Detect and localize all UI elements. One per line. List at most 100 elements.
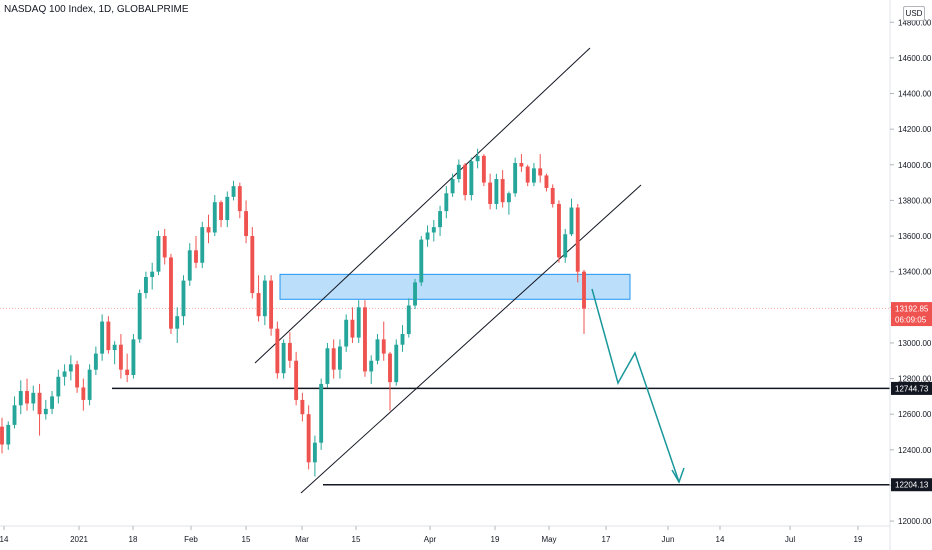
candle-body [294,360,299,400]
candle-layer [0,148,586,477]
candle-body [100,321,105,354]
candle-body [456,164,461,180]
x-tick-label: Apr [424,535,437,544]
candle-body [75,364,80,388]
y-tick-label: 14200.00 [898,125,932,134]
candle-body [469,161,474,196]
candle-body [444,193,449,212]
y-tick-label: 13600.00 [898,232,932,241]
candle-body [225,196,230,221]
candle-body [388,353,392,383]
candle-body [181,280,186,317]
y-tick-label: 14600.00 [898,54,932,63]
candle-body [463,164,468,196]
candle-body [438,211,443,228]
x-tick-label: 17 [602,535,611,544]
candle-body [488,182,493,204]
x-tick-label: 2021 [70,535,88,544]
candle-body [131,339,136,376]
candle-body [206,227,211,233]
candle-body [413,282,417,306]
candle-body [337,346,342,370]
candle-body [18,391,23,406]
candle-body [375,339,380,361]
y-tick-label: 12800.00 [898,375,932,384]
candle-body [312,442,317,463]
candle-body [87,369,92,400]
x-tick-label: 14 [716,535,725,544]
level-tag: 12204.13 [895,481,929,490]
x-tick-label: 14 [0,535,9,544]
candle-body [394,344,399,383]
y-tick-label: 12600.00 [898,410,932,419]
x-tick-label: Feb [184,535,198,544]
candle-body [506,193,511,203]
projection-path [591,288,680,483]
candle-body [550,187,555,204]
candle-body [25,391,29,404]
candle-body [237,186,242,212]
candle-body [156,236,161,272]
candle-body [0,426,4,445]
currency-button[interactable]: USD [903,6,925,21]
candle-body [118,344,123,370]
candle-body [519,162,524,167]
candle-body [256,293,261,317]
y-tick-label: 12400.00 [898,446,932,455]
candle-body [369,360,374,372]
candle-body [569,207,574,235]
candle-body [125,369,130,376]
x-tick-label: 15 [352,535,361,544]
candle-body [481,155,486,183]
candle-body [150,271,155,278]
candle-body [544,175,549,188]
candle-body [200,227,205,263]
candle-body [162,236,167,258]
y-tick-label: 13400.00 [898,268,932,277]
candle-body [325,348,330,384]
candle-body [475,155,480,162]
candle-body [68,364,73,372]
candle-body [81,387,86,400]
x-tick-label: 19 [854,535,863,544]
candle-body [582,271,586,309]
candle-body [231,186,236,197]
candle-body [563,234,568,258]
chart-title: NASDAQ 100 Index, 1D, GLOBALPRIME [4,4,189,15]
y-tick-label: 13000.00 [898,339,932,348]
x-tick-label: Jul [785,535,795,544]
candle-body [269,280,274,329]
candle-body [356,307,361,338]
candle-body [31,392,36,404]
candle-body [56,376,61,397]
candle-body [287,342,292,361]
candle-body [194,250,198,263]
candle-body [106,321,111,351]
candle-body [531,168,536,183]
candle-body [419,239,424,283]
candle-body [250,236,255,294]
candle-body [494,179,499,204]
candle-body [93,353,98,370]
candle-body [262,280,267,317]
y-tick-label: 14800.00 [898,18,932,27]
level-tag-bg [891,381,932,395]
candle-body [6,424,11,445]
channel-lower-line [300,184,642,494]
x-tick-label: 15 [242,535,251,544]
candle-body [281,342,286,374]
candle-body [381,339,386,354]
candle-body [212,202,217,233]
candle-body [575,207,580,272]
candle-body [425,232,430,240]
last-price-tag-countdown: 06:09:05 [895,316,927,325]
candle-body [450,179,455,194]
candle-body [306,414,311,463]
candle-body [50,396,55,409]
candle-body [112,344,117,351]
candle-body [244,211,249,237]
candle-body [219,202,223,221]
candle-body [187,250,192,281]
